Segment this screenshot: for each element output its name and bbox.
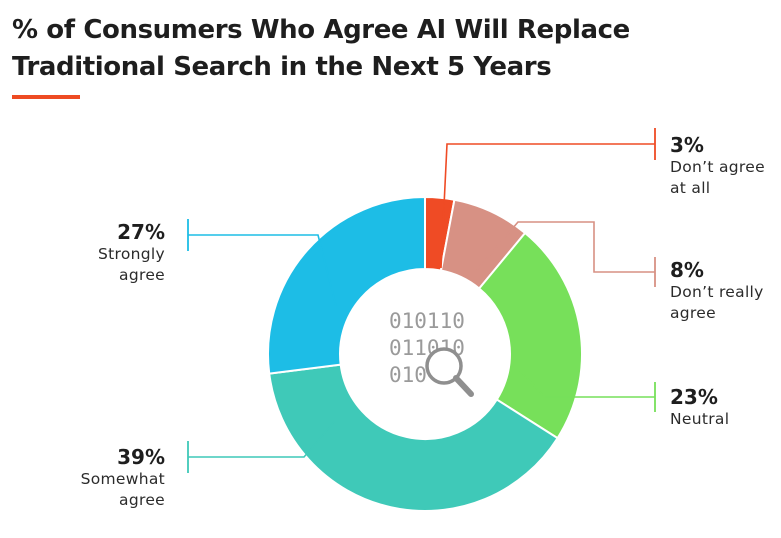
binary-text-line-3: 010 <box>389 363 427 387</box>
slice-label-neutral: 23% Neutral <box>670 385 780 430</box>
slice-label-strongly-agree: 27% Strongly agree <box>55 220 165 286</box>
leader-line-dont-agree-at-all <box>440 143 655 269</box>
slice-category-strongly-agree: Strongly agree <box>98 245 165 284</box>
slice-value-somewhat-agree: 39% <box>117 445 165 469</box>
leader-line-neutral <box>519 370 655 398</box>
slice-label-dont-agree-at-all: 3% Don’t agree at all <box>670 133 780 199</box>
slice-category-dont-agree-at-all: Don’t agree at all <box>670 158 765 197</box>
slice-category-neutral: Neutral <box>670 410 730 428</box>
chart-title: % of Consumers Who Agree AI Will Replace… <box>12 15 630 82</box>
donut-hole <box>340 269 510 439</box>
slice-label-dont-really-agree: 8% Don’t really agree <box>670 258 780 324</box>
slice-value-neutral: 23% <box>670 385 718 409</box>
magnifier-handle <box>453 375 474 397</box>
magnifier-lens <box>425 347 463 385</box>
slice-label-somewhat-agree: 39% Somewhat agree <box>55 445 165 511</box>
slice-value-dont-really-agree: 8% <box>670 258 704 282</box>
leader-lines <box>187 128 656 473</box>
binary-text-line-1: 010110 <box>389 309 465 333</box>
leader-line-strongly-agree <box>188 234 337 307</box>
leader-line-somewhat-agree <box>188 421 335 458</box>
leader-line-dont-really-agree <box>476 221 655 273</box>
binary-magnifier-icon: 010110 011010 010 <box>389 309 474 397</box>
slice-category-dont-really-agree: Don’t really agree <box>670 283 764 322</box>
title-underline <box>12 95 80 99</box>
slice-value-strongly-agree: 27% <box>117 220 165 244</box>
donut-slices <box>267 195 583 512</box>
slice-value-dont-agree-at-all: 3% <box>670 133 704 157</box>
slice-category-somewhat-agree: Somewhat agree <box>80 470 165 509</box>
